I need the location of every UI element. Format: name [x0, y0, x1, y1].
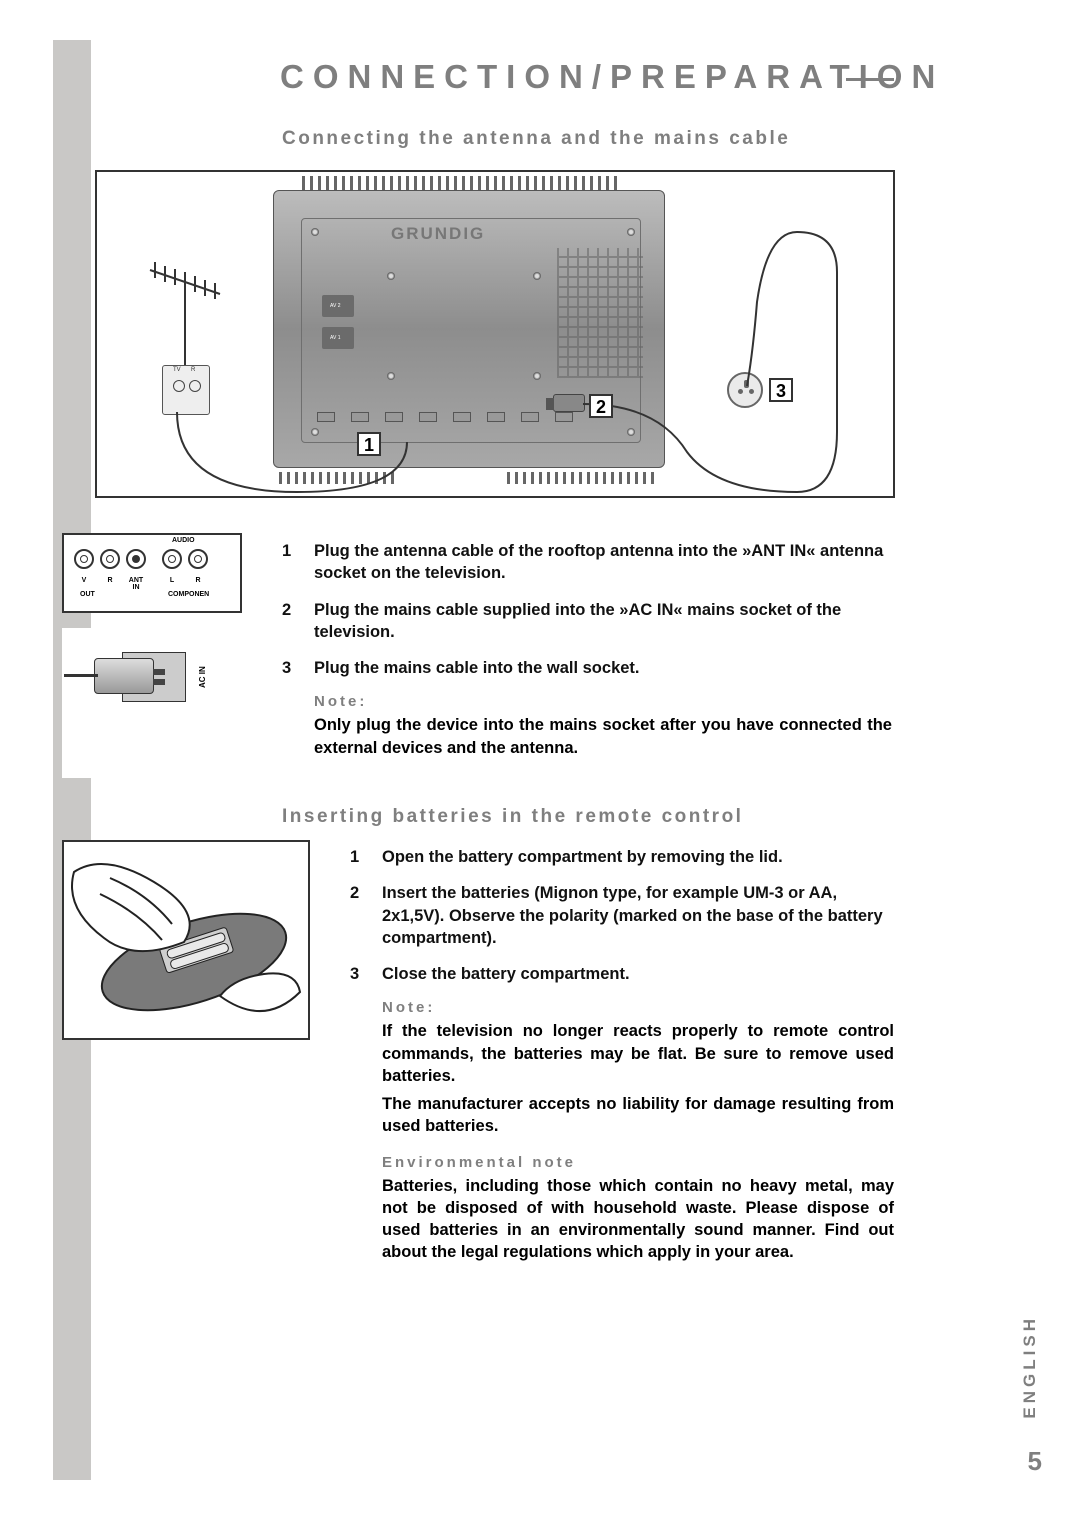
screw-icon	[627, 228, 635, 236]
tv-vents-top	[302, 176, 622, 190]
note-heading: Note:	[382, 999, 894, 1016]
tv-vents-bottom	[507, 472, 657, 484]
page-language: ENGLISH	[1020, 1315, 1040, 1419]
note-body: Only plug the device into the mains sock…	[314, 714, 892, 759]
note-body: The manufacturer accepts no liability fo…	[382, 1093, 894, 1138]
av2-port: AV 2	[322, 295, 354, 317]
battery-steps: 1 Open the battery compartment by removi…	[350, 846, 894, 1264]
step-text: Close the battery compartment.	[382, 963, 630, 985]
step-text: Plug the antenna cable of the rooftop an…	[314, 540, 892, 585]
callout-1: 1	[357, 432, 381, 456]
antenna-steps: 1 Plug the antenna cable of the rooftop …	[282, 540, 892, 759]
screw-icon	[387, 372, 395, 380]
remote-battery-diagram	[62, 840, 310, 1040]
tv-fan-grid	[557, 248, 643, 378]
antenna-icon	[135, 252, 235, 372]
step-text: Plug the mains cable into the wall socke…	[314, 657, 640, 679]
mains-plug-icon	[553, 394, 585, 412]
page-number: 5	[1028, 1446, 1042, 1477]
note-heading: Note:	[314, 693, 892, 710]
page-title: CONNECTION/PREPARATION	[280, 58, 944, 96]
ac-in-diagram: AC IN	[62, 628, 242, 778]
step-text: Open the battery compartment by removing…	[382, 846, 783, 868]
wall-outlet-icon	[727, 372, 763, 408]
tv-brand: GRUNDIG	[391, 224, 485, 244]
screw-icon	[387, 272, 395, 280]
subhead-antenna: Connecting the antenna and the mains cab…	[282, 128, 790, 150]
wall-antenna-plate: TV R	[162, 365, 210, 415]
tv-vents-bottom	[279, 472, 399, 484]
title-rule	[846, 78, 894, 81]
env-note-body: Batteries, including those which contain…	[382, 1175, 894, 1264]
screw-icon	[533, 272, 541, 280]
callout-3: 3	[769, 378, 793, 402]
tv-connection-diagram: GRUNDIG AV 2 AV 1 TV R 1 2 3	[95, 170, 895, 498]
note-body: If the television no longer reacts prope…	[382, 1020, 894, 1087]
subhead-batteries: Inserting batteries in the remote contro…	[282, 806, 743, 828]
screw-icon	[311, 228, 319, 236]
connector-panel-diagram: V R ANT IN L R OUT AUDIO COMPONEN	[62, 533, 242, 613]
screw-icon	[533, 372, 541, 380]
av1-port: AV 1	[322, 327, 354, 349]
step-text: Plug the mains cable supplied into the »…	[314, 599, 892, 644]
remote-hands-icon	[64, 842, 312, 1042]
step-text: Insert the batteries (Mignon type, for e…	[382, 882, 894, 949]
callout-2: 2	[589, 394, 613, 418]
env-note-heading: Environmental note	[382, 1154, 894, 1171]
